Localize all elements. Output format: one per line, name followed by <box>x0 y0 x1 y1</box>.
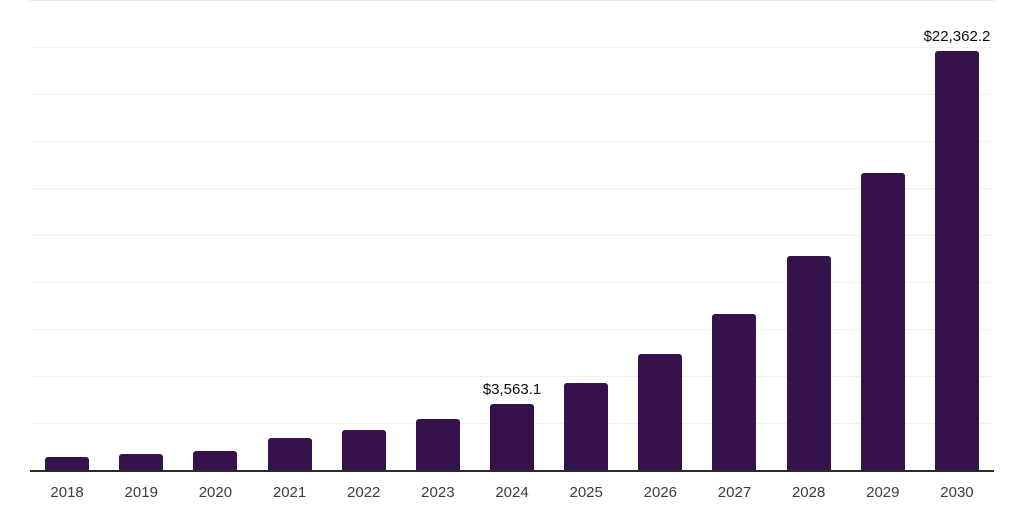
bar-slot <box>846 1 920 471</box>
x-axis-label-2024: 2024 <box>495 484 529 501</box>
bar-slot <box>178 1 252 471</box>
bar-slot: $22,362.2 <box>920 1 994 471</box>
bar-2030 <box>934 50 979 471</box>
x-axis-label-2027: 2027 <box>717 484 752 501</box>
bar-slot <box>401 1 475 471</box>
bar-2018 <box>45 456 90 471</box>
x-axis-label-2023: 2023 <box>421 484 455 501</box>
bar-slot: $3,563.1 <box>475 1 549 471</box>
bar-2027 <box>712 314 757 471</box>
bar-slot <box>104 1 178 471</box>
bar-2024 <box>490 404 535 471</box>
bar-slot <box>30 1 104 471</box>
bar-2028 <box>786 256 831 471</box>
bar-2019 <box>119 453 164 471</box>
x-axis-label-2028: 2028 <box>791 484 826 501</box>
x-axis-line <box>30 470 994 472</box>
bar-2022 <box>341 430 386 471</box>
x-axis-label-2019: 2019 <box>124 484 158 501</box>
bar-value-label-2024: $3,563.1 <box>482 381 542 398</box>
bar-2021 <box>267 438 312 471</box>
x-axis-label-2026: 2026 <box>643 484 678 501</box>
x-axis-label-2022: 2022 <box>347 484 381 501</box>
bar-2026 <box>638 354 683 471</box>
bar-2029 <box>860 173 905 471</box>
bars-row: $3,563.1 $22,362.2 <box>30 1 994 471</box>
x-axis-label-2029: 2029 <box>866 484 900 501</box>
bar-value-label-2030: $22,362.2 <box>923 27 991 45</box>
bar-slot <box>697 1 771 471</box>
x-axis-label-2030: 2030 <box>940 484 974 501</box>
bar-slot <box>623 1 697 471</box>
bar-2023 <box>415 419 460 471</box>
bar-slot <box>549 1 623 471</box>
bar-2025 <box>564 382 609 471</box>
bar-2020 <box>193 451 238 471</box>
x-axis-label-2018: 2018 <box>50 484 84 501</box>
bar-slot <box>327 1 401 471</box>
plot-area: $3,563.1 $22,362.2 <box>30 0 994 471</box>
x-axis-label-2025: 2025 <box>569 484 603 501</box>
x-axis-label-2021: 2021 <box>272 484 307 501</box>
x-axis-label-2020: 2020 <box>198 484 233 501</box>
bar-slot <box>772 1 846 471</box>
bar-slot <box>252 1 326 471</box>
x-axis-labels: 2018 2019 2020 2021 2022 2023 2024 2025 2026 2027… <box>30 484 994 502</box>
